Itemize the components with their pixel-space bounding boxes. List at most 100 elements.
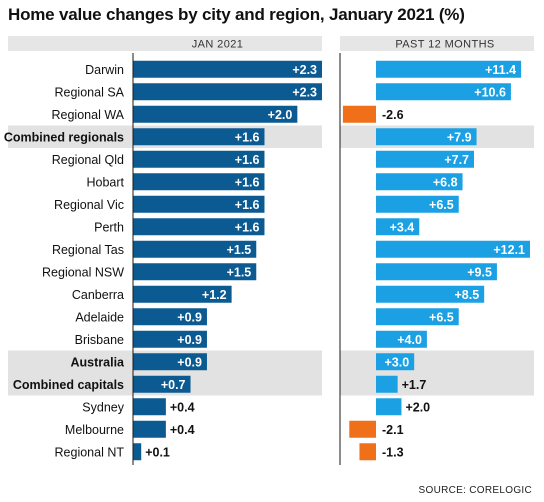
jan-bar bbox=[133, 150, 265, 168]
chart-title: Home value changes by city and region, J… bbox=[8, 5, 465, 24]
annual-value-label: +8.5 bbox=[454, 288, 479, 302]
jan-bar bbox=[133, 443, 142, 461]
annual-bar bbox=[376, 375, 398, 393]
category-label: Regional SA bbox=[55, 85, 125, 99]
annual-bar bbox=[342, 105, 376, 123]
jan-value-label: +1.5 bbox=[227, 265, 252, 279]
category-label: Australia bbox=[71, 355, 126, 369]
category-label: Canberra bbox=[72, 288, 124, 302]
jan-value-label: +1.6 bbox=[235, 220, 260, 234]
annual-value-label: +1.7 bbox=[402, 378, 427, 392]
source-credit: SOURCE: CORELOGIC bbox=[418, 485, 532, 496]
annual-value-label: +12.1 bbox=[493, 243, 525, 257]
column-header-bg-annual bbox=[340, 36, 534, 51]
annual-value-label: +6.5 bbox=[429, 198, 454, 212]
jan-bar bbox=[133, 353, 207, 371]
category-label: Regional Vic bbox=[54, 198, 124, 212]
category-label: Hobart bbox=[86, 175, 124, 189]
annual-bar bbox=[376, 173, 463, 191]
category-label: Brisbane bbox=[75, 333, 124, 347]
column-header-past-12-months: PAST 12 MONTHS bbox=[395, 39, 494, 51]
annual-value-label: -2.1 bbox=[382, 423, 404, 437]
jan-bar bbox=[133, 195, 265, 213]
category-label: Combined capitals bbox=[13, 378, 124, 392]
category-label: Sydney bbox=[82, 400, 124, 414]
category-label: Combined regionals bbox=[4, 130, 124, 144]
category-label: Regional Tas bbox=[52, 243, 124, 257]
column-header-jan-2021: JAN 2021 bbox=[192, 39, 244, 51]
jan-bar bbox=[133, 375, 191, 393]
jan-value-label: +1.6 bbox=[235, 175, 260, 189]
annual-value-label: -2.6 bbox=[382, 108, 404, 122]
jan-value-label: +0.1 bbox=[145, 445, 170, 459]
annual-bar bbox=[376, 308, 459, 326]
jan-value-label: +0.9 bbox=[177, 310, 202, 324]
annual-bar bbox=[376, 128, 477, 146]
highlight-row-combined-capitals-annual bbox=[340, 373, 534, 396]
annual-bar bbox=[349, 420, 376, 438]
annual-bar bbox=[376, 240, 530, 258]
annual-value-label: +7.7 bbox=[444, 153, 469, 167]
annual-value-label: +6.5 bbox=[429, 310, 454, 324]
annual-bar bbox=[376, 150, 474, 168]
annual-bar bbox=[376, 330, 427, 348]
jan-bar bbox=[133, 398, 166, 416]
category-label: Regional NT bbox=[55, 445, 125, 459]
jan-value-label: +2.3 bbox=[292, 63, 317, 77]
jan-bar bbox=[133, 83, 322, 101]
jan-value-label: +1.2 bbox=[202, 288, 227, 302]
jan-value-label: +2.3 bbox=[292, 85, 317, 99]
annual-value-label: +7.9 bbox=[447, 130, 472, 144]
annual-value-label: +10.6 bbox=[474, 85, 506, 99]
jan-value-label: +0.7 bbox=[161, 378, 186, 392]
annual-bar bbox=[376, 353, 415, 371]
category-label: Melbourne bbox=[65, 423, 124, 437]
jan-bar bbox=[133, 330, 207, 348]
jan-bar bbox=[133, 105, 298, 123]
annual-bar bbox=[376, 60, 522, 78]
category-label: Perth bbox=[94, 220, 124, 234]
annual-bar bbox=[376, 83, 511, 101]
category-label: Regional WA bbox=[52, 108, 125, 122]
jan-value-label: +0.4 bbox=[170, 423, 195, 437]
annual-value-label: +4.0 bbox=[397, 333, 422, 347]
jan-value-label: +1.6 bbox=[235, 198, 260, 212]
jan-bar bbox=[133, 218, 265, 236]
annual-value-label: +2.0 bbox=[405, 400, 430, 414]
annual-value-label: -1.3 bbox=[382, 445, 404, 459]
annual-bar bbox=[376, 218, 420, 236]
jan-bar bbox=[133, 128, 265, 146]
jan-value-label: +0.4 bbox=[170, 400, 195, 414]
jan-value-label: +0.9 bbox=[177, 355, 202, 369]
jan-bar bbox=[133, 263, 257, 281]
category-label: Regional Qld bbox=[52, 153, 124, 167]
category-label: Adelaide bbox=[75, 310, 124, 324]
annual-value-label: +9.5 bbox=[467, 265, 492, 279]
jan-bar bbox=[133, 240, 257, 258]
jan-value-label: +0.9 bbox=[177, 333, 202, 347]
jan-bar bbox=[133, 60, 322, 78]
annual-bar bbox=[376, 285, 485, 303]
highlight-row-australia-annual bbox=[340, 350, 534, 373]
jan-value-label: +1.6 bbox=[235, 153, 260, 167]
jan-value-label: +1.6 bbox=[235, 130, 260, 144]
annual-value-label: +3.4 bbox=[390, 220, 415, 234]
annual-bar bbox=[376, 398, 402, 416]
jan-bar bbox=[133, 173, 265, 191]
annual-value-label: +11.4 bbox=[485, 63, 516, 77]
jan-bar bbox=[133, 308, 207, 326]
column-header-bg-jan bbox=[8, 36, 322, 51]
category-label: Darwin bbox=[85, 63, 124, 77]
category-label: Regional NSW bbox=[42, 265, 124, 279]
annual-bar bbox=[359, 443, 376, 461]
jan-bar bbox=[133, 285, 232, 303]
annual-value-label: +6.8 bbox=[433, 175, 458, 189]
annual-bar bbox=[376, 195, 459, 213]
jan-value-label: +1.5 bbox=[227, 243, 252, 257]
annual-value-label: +3.0 bbox=[384, 355, 409, 369]
annual-bar bbox=[376, 263, 497, 281]
jan-value-label: +2.0 bbox=[268, 108, 293, 122]
jan-bar bbox=[133, 420, 166, 438]
